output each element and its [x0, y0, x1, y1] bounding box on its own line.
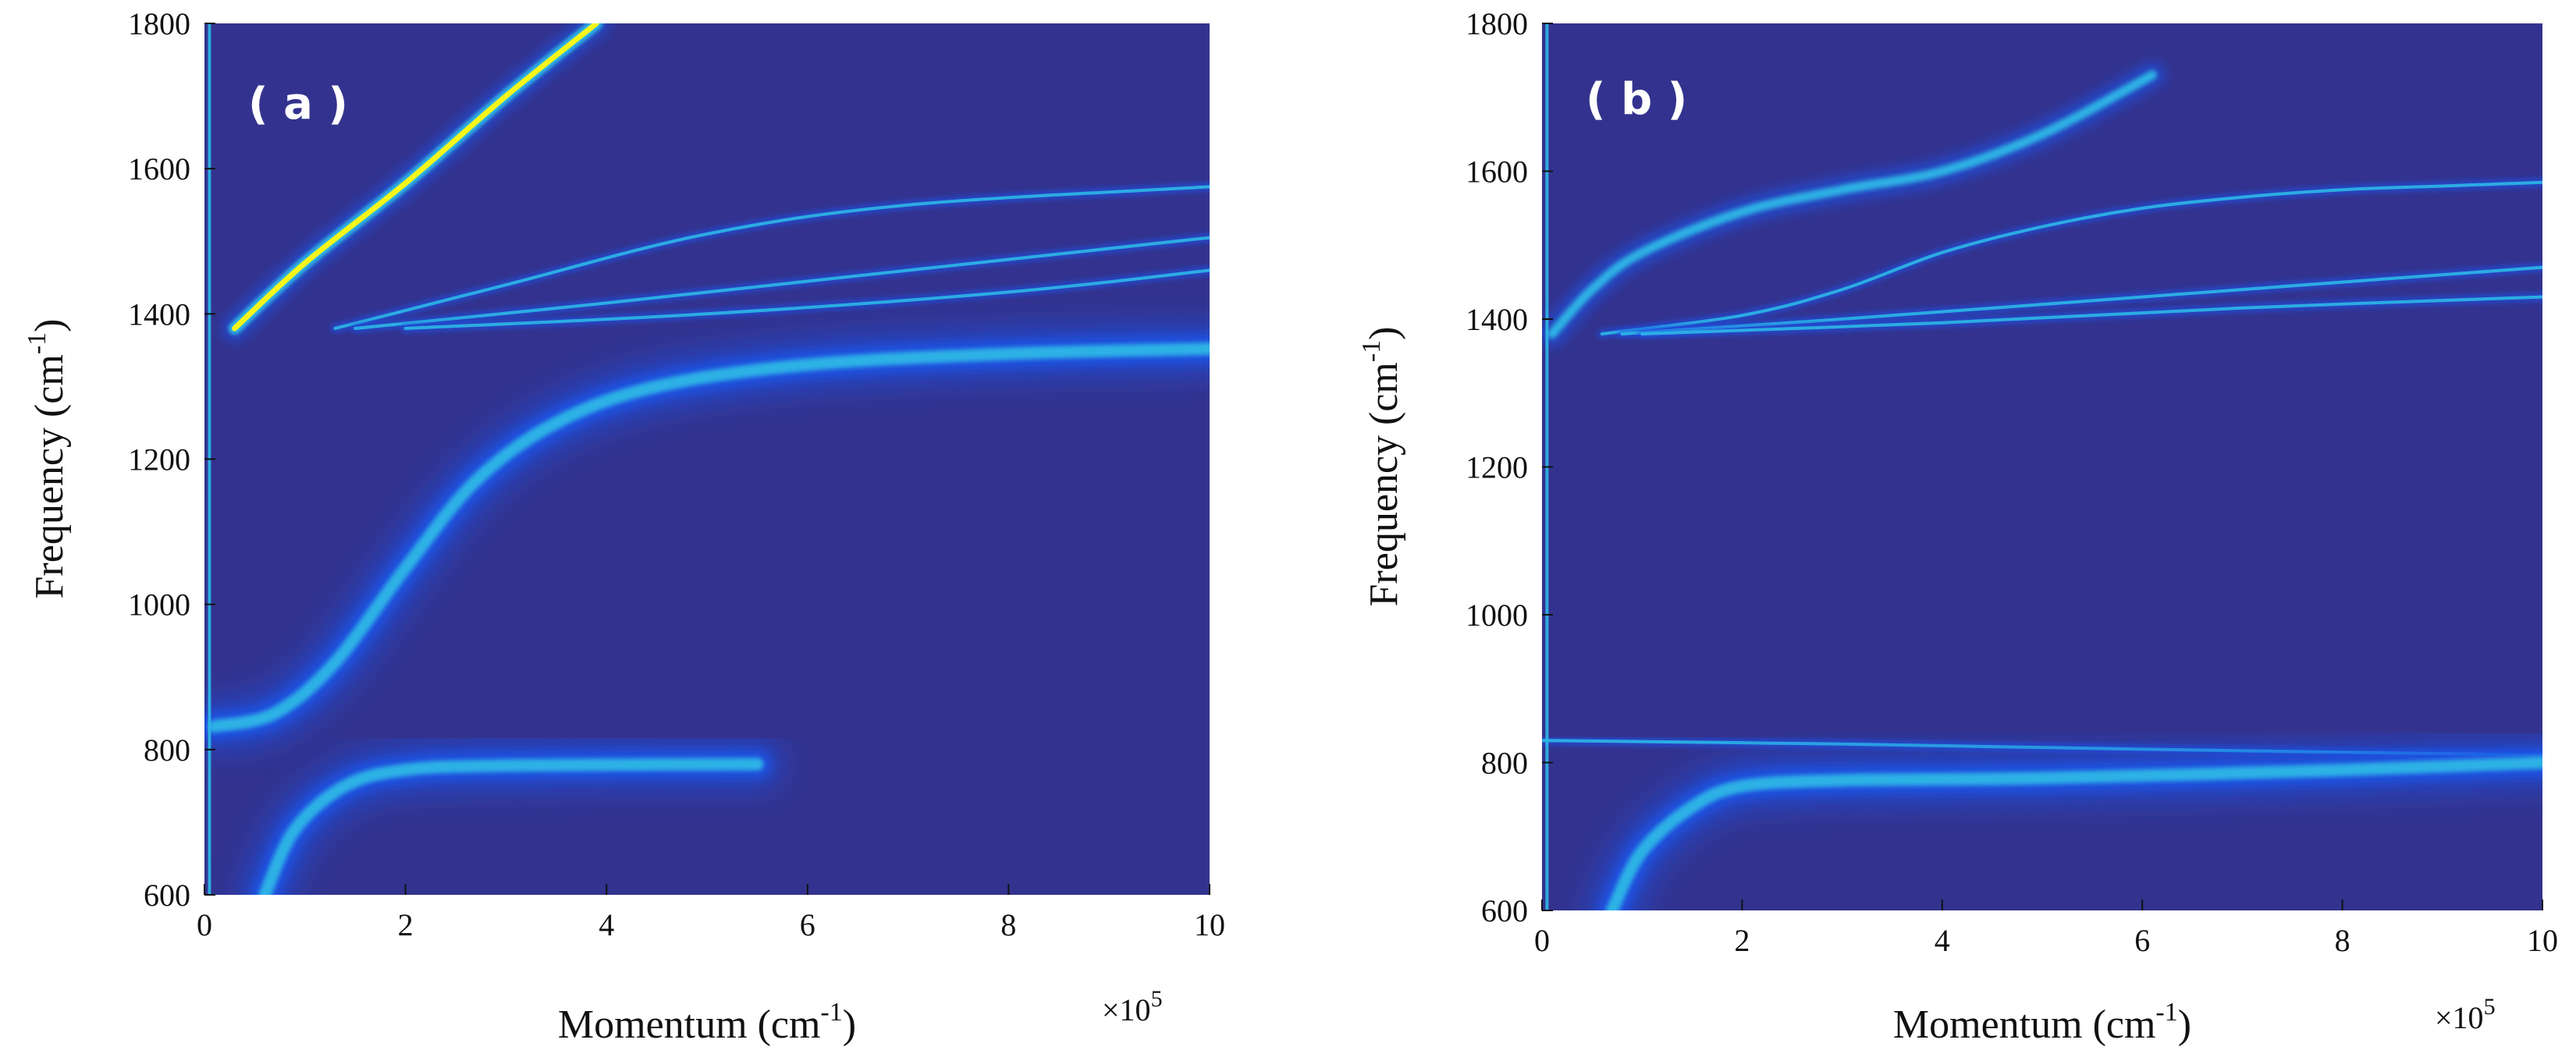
- y-tick-label-a-0: 600: [144, 878, 190, 913]
- series-a-3: [350, 232, 1210, 333]
- series-layer-b: [1542, 23, 2542, 910]
- x-multiplier-b: ×105: [2435, 994, 2496, 1035]
- panel-b: 0 2 4 6 8 10 600 800 1000 1200 1400 1600 1800 ( b )…: [1357, 6, 2558, 1047]
- x-tick-label-a-2: 4: [599, 907, 614, 942]
- series-a-6: [237, 736, 785, 895]
- x-axis-title-b: Momentum (cm-1): [1893, 998, 2191, 1047]
- series-a-1: [221, 23, 610, 342]
- y-tick-label-b-0: 600: [1481, 893, 1528, 928]
- y-ticks-a: 600 800 1000 1200 1400 1600 1800: [128, 6, 215, 913]
- panel-label-b: ( b ): [1586, 74, 1687, 125]
- y-tick-label-b-4: 1400: [1466, 302, 1528, 337]
- x-tick-label-b-0: 0: [1534, 923, 1550, 958]
- y-tick-label-b-6: 1800: [1466, 6, 1528, 41]
- y-axis-title-b: Frequency (cm-1): [1357, 327, 1406, 607]
- x-tick-label-a-4: 8: [1000, 907, 1016, 942]
- series-b-4: [1637, 292, 2542, 339]
- y-tick-label-a-4: 1400: [128, 296, 190, 332]
- x-multiplier-a: ×105: [1102, 986, 1163, 1027]
- y-tick-label-a-3: 1200: [128, 442, 190, 477]
- panel-label-a: ( a ): [248, 79, 348, 130]
- x-tick-label-a-1: 2: [398, 907, 414, 942]
- series-b-1: [1542, 62, 2166, 347]
- y-axis-title-a: Frequency (cm-1): [23, 319, 72, 599]
- x-tick-label-a-0: 0: [197, 907, 212, 942]
- x-tick-label-b-4: 8: [2335, 923, 2350, 958]
- x-tick-label-b-5: 10: [2527, 923, 2558, 958]
- series-a-5: [204, 321, 1210, 754]
- panel-a: 0 2 4 6 8 10 600 800 1000 1200 1400 1600 1800 ( a )…: [23, 6, 1225, 1047]
- series-b-2: [1597, 177, 2542, 339]
- x-tick-label-b-2: 4: [1935, 923, 1950, 958]
- y-tick-label-b-3: 1200: [1466, 450, 1528, 485]
- y-tick-label-a-6: 1800: [128, 6, 190, 41]
- y-tick-label-a-5: 1600: [128, 151, 190, 186]
- y-tick-label-a-2: 1000: [128, 587, 190, 623]
- series-b-6: [1584, 735, 2542, 910]
- y-tick-label-b-1: 800: [1481, 746, 1528, 781]
- series-a-4: [400, 265, 1210, 333]
- y-tick-label-a-1: 800: [144, 733, 190, 768]
- x-ticks-a: 0 2 4 6 8 10: [197, 884, 1225, 942]
- x-tick-label-b-3: 6: [2134, 923, 2150, 958]
- series-a-2: [330, 182, 1210, 333]
- y-tick-label-b-2: 1000: [1466, 598, 1528, 633]
- series-layer-a: [204, 23, 1210, 895]
- y-ticks-b: 600 800 1000 1200 1400 1600 1800: [1466, 6, 1553, 928]
- x-tick-label-a-5: 10: [1194, 907, 1225, 942]
- x-tick-label-a-3: 6: [800, 907, 815, 942]
- x-tick-label-b-1: 2: [1734, 923, 1750, 958]
- series-b-3: [1617, 262, 2542, 339]
- x-ticks-b: 0 2 4 6 8 10: [1534, 900, 2558, 958]
- x-axis-title-a: Momentum (cm-1): [558, 998, 856, 1047]
- y-tick-label-b-5: 1600: [1466, 154, 1528, 190]
